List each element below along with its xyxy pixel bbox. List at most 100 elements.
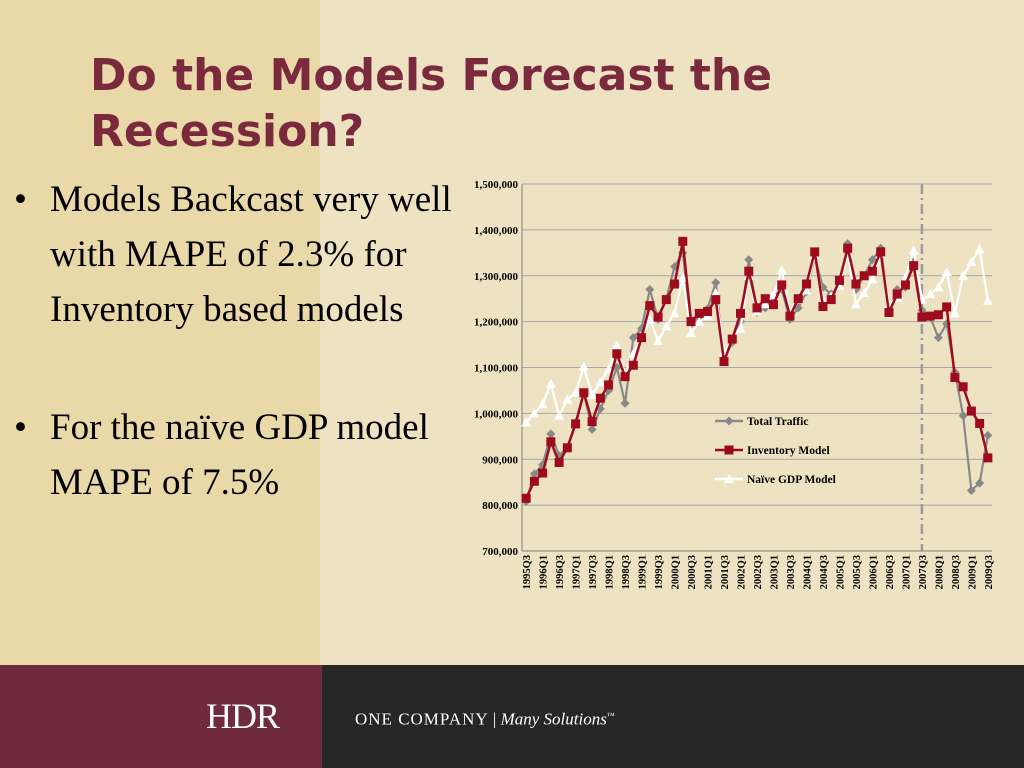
inventory-model-point	[612, 349, 622, 359]
na-ve-gdp-model-point	[958, 270, 969, 280]
na-ve-gdp-model-point	[933, 282, 944, 292]
x-tick-label: 1995Q3	[522, 555, 533, 589]
inventory-model-point	[628, 360, 638, 370]
inventory-model-point	[562, 443, 572, 453]
total-traffic-point	[628, 333, 638, 343]
trademark-mark: ™	[606, 711, 615, 720]
inventory-model-point	[768, 300, 778, 310]
y-tick-label: 700,000	[482, 546, 518, 558]
inventory-model-point	[777, 280, 787, 290]
bullet-dot: •	[14, 407, 27, 448]
x-tick-label: 2000Q1	[671, 555, 682, 589]
na-ve-gdp-model-point	[529, 408, 540, 418]
inventory-model-point	[801, 279, 811, 289]
footer-left-panel	[0, 665, 322, 768]
inventory-model-point	[571, 419, 581, 429]
x-tick-label: 2008Q1	[934, 555, 945, 589]
x-tick-label: 2005Q3	[852, 555, 863, 589]
inventory-model-point	[983, 453, 993, 463]
inventory-model-point	[727, 334, 737, 344]
x-tick-label: 1997Q1	[572, 555, 583, 589]
inventory-model-point	[826, 295, 836, 305]
inventory-model-point	[694, 308, 704, 318]
na-ve-gdp-model-point	[908, 245, 919, 255]
x-tick-label: 2002Q1	[737, 555, 748, 589]
na-ve-gdp-model-point	[611, 340, 622, 350]
inventory-model-point	[933, 310, 943, 320]
chart-svg: 700,000 800,000 900,000 1,000,000 1,100,000 1…	[474, 179, 995, 589]
y-tick-label: 1,100,000	[474, 363, 519, 375]
title-line-1: Do the Models Forecast the	[90, 50, 773, 101]
inventory-model-point	[917, 312, 927, 322]
total-traffic-point	[645, 285, 655, 295]
inventory-model-point	[587, 417, 597, 427]
inventory-model-point	[554, 457, 564, 467]
y-tick-label: 1,300,000	[474, 271, 519, 283]
left-accent-band	[0, 0, 320, 665]
x-tick-label: 2003Q3	[786, 555, 797, 589]
na-ve-gdp-model-point	[982, 295, 993, 305]
x-tick-label: 2003Q1	[769, 555, 780, 589]
na-ve-gdp-model-point	[570, 387, 581, 397]
bullet-dot: •	[14, 179, 27, 220]
y-tick-label: 900,000	[482, 454, 518, 466]
inventory-model-point	[900, 280, 910, 290]
x-tick-label: 2009Q3	[984, 555, 995, 589]
y-tick-label: 1,200,000	[474, 317, 519, 329]
total-traffic-point	[975, 478, 985, 488]
legend-label: Total Traffic	[747, 416, 808, 428]
na-ve-gdp-model-point	[859, 288, 870, 298]
total-traffic-point	[587, 424, 597, 434]
na-ve-gdp-model-point	[949, 308, 960, 318]
na-ve-gdp-model-point	[760, 299, 771, 309]
na-ve-gdp-model-point	[562, 394, 573, 404]
y-tick-label: 1,400,000	[474, 225, 519, 237]
x-tick-label: 2007Q3	[918, 555, 929, 589]
inventory-model-point	[966, 406, 976, 416]
total-traffic-point	[958, 411, 968, 421]
inventory-model-point	[810, 247, 820, 257]
total-traffic-point	[793, 303, 803, 313]
total-traffic-point	[983, 430, 993, 440]
slogan: Many Solutions	[500, 709, 607, 729]
na-ve-gdp-model-point	[941, 267, 952, 277]
inventory-model-point	[942, 302, 952, 312]
na-ve-gdp-model-point	[925, 289, 936, 299]
na-ve-gdp-model-point	[661, 321, 672, 331]
inventory-model-point	[892, 289, 902, 299]
bullet-item: • Models Backcast very well with MAPE of…	[14, 172, 464, 337]
x-tick-label: 2004Q3	[819, 555, 830, 589]
title-line-2: Recession?	[90, 106, 365, 157]
inventory-model-point	[670, 279, 680, 289]
y-tick-label: 800,000	[482, 500, 518, 512]
na-ve-gdp-model-point	[587, 390, 598, 400]
total-traffic-point	[711, 278, 721, 288]
tagline-separator: |	[492, 709, 497, 729]
total-traffic-point	[529, 469, 539, 479]
x-tick-label: 2007Q1	[901, 555, 912, 589]
na-ve-gdp-model-point	[537, 399, 548, 409]
hdr-logo: HDR	[206, 696, 280, 736]
na-ve-gdp-model-point	[521, 417, 532, 427]
na-ve-gdp-model-point	[966, 256, 977, 266]
inventory-model-point	[604, 380, 614, 390]
inventory-model-point	[521, 493, 531, 503]
inventory-model-point	[620, 372, 630, 382]
inventory-model-point	[719, 357, 729, 367]
x-tick-label: 2001Q3	[720, 555, 731, 589]
na-ve-gdp-model-point	[554, 410, 565, 420]
y-tick-label: 1,000,000	[474, 408, 519, 420]
inventory-model-point	[884, 307, 894, 317]
x-tick-label: 2006Q1	[868, 555, 879, 589]
x-tick-label: 1997Q3	[588, 555, 599, 589]
bullet-list: • Models Backcast very well with MAPE of…	[14, 172, 464, 510]
na-ve-gdp-model-point	[801, 285, 812, 295]
inventory-model-point	[678, 236, 688, 246]
y-tick-label: 1,500,000	[474, 179, 519, 191]
na-ve-gdp-model-point	[694, 316, 705, 326]
inventory-model-point	[686, 317, 696, 327]
na-ve-gdp-model-point	[677, 273, 688, 283]
inventory-model-point	[595, 393, 605, 403]
na-ve-gdp-model-point	[850, 299, 861, 309]
na-ve-gdp-model-point	[578, 361, 589, 371]
